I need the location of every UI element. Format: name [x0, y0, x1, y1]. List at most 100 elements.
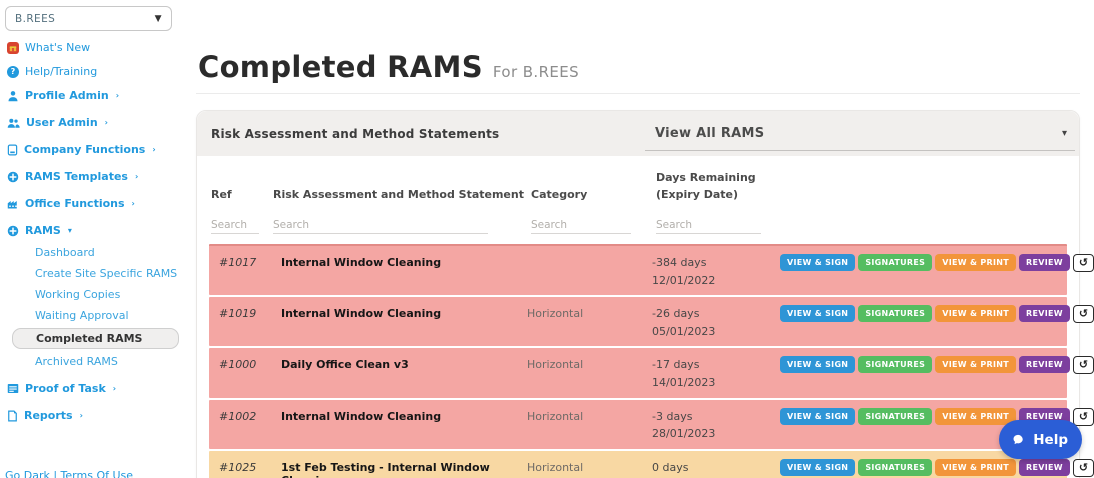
- view-and-print-button[interactable]: VIEW & PRINT: [935, 458, 1016, 476]
- sidebar-item-reports[interactable]: Reports ›: [7, 409, 192, 422]
- account-selector-value: B.REES: [15, 12, 56, 25]
- review-button[interactable]: REVIEW: [1019, 254, 1070, 271]
- view-and-sign-button[interactable]: VIEW & SIGN: [780, 305, 856, 323]
- account-selector[interactable]: B.REES ▼: [5, 6, 172, 31]
- sidebar-item-archived-rams[interactable]: Archived RAMS: [35, 355, 118, 368]
- sidebar-item-whats-new[interactable]: What's New: [7, 41, 192, 54]
- users-icon: [7, 118, 20, 128]
- clipboard-icon: [7, 144, 18, 155]
- row-actions: VIEW & SIGN SIGNATURES VIEW & PRINT REVIEW ↺: [780, 254, 1094, 289]
- card-header-title: Risk Assessment and Method Statements: [211, 126, 500, 141]
- review-button[interactable]: REVIEW: [1019, 305, 1070, 323]
- sidebar-item-label: User Admin: [26, 116, 98, 129]
- search-days-input[interactable]: [656, 217, 761, 234]
- restore-icon: ↺: [1078, 460, 1089, 474]
- row-name: 1st Feb Testing - Internal Window Cleani…: [281, 460, 490, 478]
- question-icon: ?: [7, 65, 19, 78]
- view-and-sign-button[interactable]: VIEW & SIGN: [780, 356, 856, 374]
- footer-links[interactable]: Go Dark | Terms Of Use: [5, 469, 134, 478]
- review-button[interactable]: REVIEW: [1019, 458, 1070, 476]
- sidebar-item-dashboard[interactable]: Dashboard: [35, 246, 95, 259]
- title-divider: [196, 93, 1080, 94]
- view-and-sign-button[interactable]: VIEW & SIGN: [780, 407, 856, 425]
- row-days: -17 days 14/01/2023: [652, 358, 716, 389]
- chevron-right-icon: ›: [115, 91, 120, 100]
- restore-icon: ↺: [1078, 358, 1089, 372]
- row-category: Horizontal: [527, 460, 584, 474]
- view-and-sign-button[interactable]: VIEW & SIGN: [780, 254, 856, 271]
- row-category: Horizontal: [527, 307, 584, 321]
- sidebar-item-rams[interactable]: RAMS ▾: [7, 224, 192, 237]
- signatures-button[interactable]: SIGNATURES: [858, 356, 933, 374]
- table-search-row: [209, 209, 1067, 244]
- sidebar-item-label: RAMS: [25, 224, 61, 237]
- sidebar-item-proof-of-task[interactable]: Proof of Task ›: [7, 382, 192, 395]
- report-icon: [8, 410, 17, 421]
- row-category: Horizontal: [527, 409, 584, 423]
- building-icon: [7, 200, 17, 208]
- table-header: Ref Risk Assessment and Method Statement…: [209, 156, 1067, 209]
- sidebar-item-user-admin[interactable]: User Admin ›: [7, 116, 192, 129]
- restore-icon-button[interactable]: ↺: [1072, 458, 1094, 477]
- sidebar-item-label: Help/Training: [25, 65, 98, 78]
- view-and-print-button[interactable]: VIEW & PRINT: [935, 407, 1016, 425]
- signatures-button[interactable]: SIGNATURES: [858, 407, 933, 425]
- row-days: 0 days01/02/2023: [652, 460, 689, 474]
- chevron-down-icon: ▾: [1061, 127, 1067, 139]
- sidebar-item-office-functions[interactable]: Office Functions ›: [7, 197, 192, 210]
- chevron-right-icon: ›: [152, 145, 156, 154]
- table-row: #1000 Daily Office Clean v3 Horizontal -17 …: [209, 348, 1094, 398]
- restore-icon-button[interactable]: ↺: [1072, 356, 1094, 375]
- signatures-button[interactable]: SIGNATURES: [858, 305, 933, 323]
- table-row: #1025 1st Feb Testing - Internal Window C…: [209, 450, 1094, 478]
- row-ref: #1002: [219, 409, 257, 423]
- row-ref: #1017: [219, 256, 257, 269]
- sidebar-item-waiting-approval[interactable]: Waiting Approval: [35, 309, 129, 322]
- view-filter-dropdown[interactable]: View All RAMS ▾: [645, 117, 1075, 151]
- sidebar-item-label: Office Functions: [25, 197, 125, 210]
- help-button-label: Help: [1033, 431, 1068, 448]
- sidebar-item-rams-templates[interactable]: RAMS Templates ›: [7, 170, 192, 183]
- review-button[interactable]: REVIEW: [1019, 356, 1070, 374]
- sidebar-item-completed-rams[interactable]: Completed RAMS: [12, 328, 179, 349]
- signatures-button[interactable]: SIGNATURES: [858, 254, 933, 271]
- row-name: Daily Office Clean v3: [281, 358, 409, 372]
- restore-icon-button[interactable]: ↺: [1072, 407, 1094, 426]
- column-name: Risk Assessment and Method Statement: [273, 187, 524, 201]
- sidebar-item-profile-admin[interactable]: Profile Admin ›: [7, 89, 192, 102]
- search-name-input[interactable]: [273, 217, 488, 234]
- row-ref: #1019: [219, 307, 257, 321]
- restore-icon-button[interactable]: ↺: [1072, 254, 1094, 272]
- sidebar-item-label: Proof of Task: [25, 382, 106, 395]
- column-days-remaining: Days Remaining (Expiry Date): [656, 171, 756, 201]
- rams-card: Risk Assessment and Method Statements Vi…: [196, 110, 1094, 478]
- row-ref: #1000: [219, 358, 257, 372]
- help-button[interactable]: Help: [999, 420, 1082, 459]
- sidebar-item-create-site-specific-rams[interactable]: Create Site Specific RAMS: [35, 267, 178, 280]
- gift-icon: [7, 41, 19, 54]
- search-category-input[interactable]: [531, 217, 631, 234]
- sidebar-item-working-copies[interactable]: Working Copies: [35, 288, 121, 301]
- search-ref-input[interactable]: [211, 217, 259, 234]
- chevron-right-icon: ›: [131, 199, 135, 208]
- plus-circle-icon: [7, 225, 19, 236]
- page-title: Completed RAMS: [198, 50, 483, 84]
- sidebar-item-label: RAMS Templates: [25, 170, 128, 183]
- view-and-print-button[interactable]: VIEW & PRINT: [935, 356, 1016, 374]
- chevron-right-icon: ›: [104, 118, 108, 127]
- table-rows: #1017 Internal Window Cleaning -384 days 12…: [209, 244, 1094, 478]
- restore-icon-button[interactable]: ↺: [1072, 305, 1094, 324]
- column-category: Category: [531, 187, 588, 201]
- chevron-right-icon: ›: [134, 172, 139, 181]
- signatures-button[interactable]: SIGNATURES: [858, 458, 933, 476]
- row-actions: VIEW & SIGN SIGNATURES VIEW & PRINT REVIEW ↺: [780, 356, 1094, 391]
- sidebar-item-help-training[interactable]: ? Help/Training: [7, 65, 192, 78]
- row-ref: #1025: [219, 460, 257, 474]
- restore-icon: ↺: [1078, 307, 1089, 321]
- view-and-print-button[interactable]: VIEW & PRINT: [935, 254, 1016, 271]
- view-and-print-button[interactable]: VIEW & PRINT: [935, 305, 1016, 323]
- view-and-sign-button[interactable]: VIEW & SIGN: [780, 458, 856, 476]
- sidebar-item-company-functions[interactable]: Company Functions ›: [7, 143, 192, 156]
- card-header: Risk Assessment and Method Statements Vi…: [197, 111, 1079, 156]
- table-row: #1019 Internal Window Cleaning Horizontal -…: [209, 297, 1094, 347]
